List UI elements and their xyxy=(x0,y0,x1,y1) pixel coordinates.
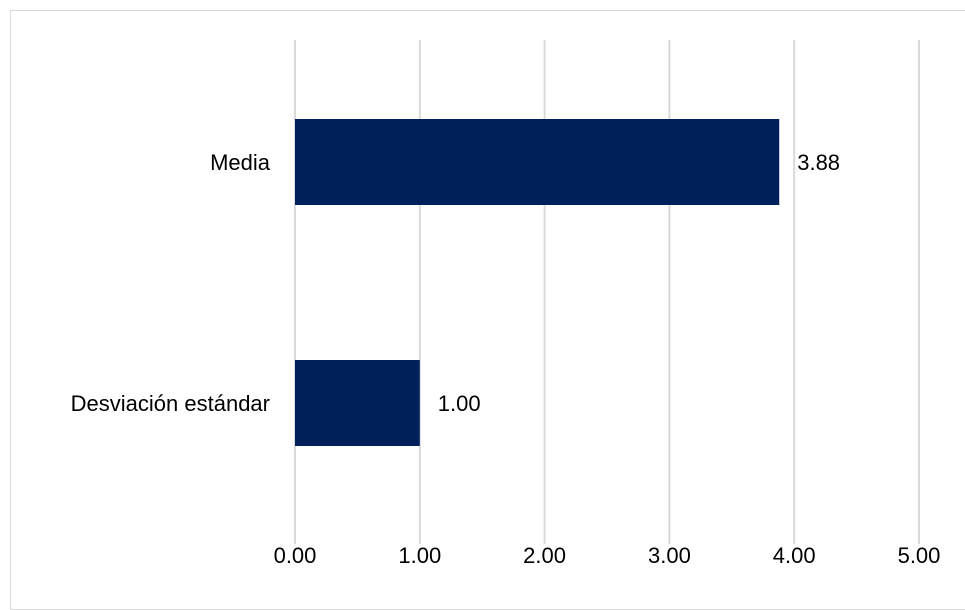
x-tick-label: 2.00 xyxy=(523,543,566,568)
value-label-desviacion-estandar: 1.00 xyxy=(438,391,481,416)
x-tick-label: 4.00 xyxy=(773,543,816,568)
category-label-media: Media xyxy=(210,150,271,175)
grid-lines xyxy=(294,40,920,544)
category-label-desviacion-estandar: Desviación estándar xyxy=(71,391,270,416)
chart-frame xyxy=(10,10,965,610)
category-labels: Media Desviación estándar xyxy=(71,150,271,416)
value-labels: 3.88 1.00 xyxy=(438,150,840,416)
value-label-media: 3.88 xyxy=(797,150,840,175)
bar-media xyxy=(295,119,780,205)
x-axis-tick-labels: 0.00 1.00 2.00 3.00 4.00 5.00 xyxy=(274,543,941,568)
x-tick-label: 0.00 xyxy=(274,543,317,568)
bar-desviacion-estandar xyxy=(295,360,420,446)
x-tick-label: 3.00 xyxy=(648,543,691,568)
bar-chart: Media Desviación estándar 3.88 1.00 0.00… xyxy=(71,40,941,568)
x-tick-label: 1.00 xyxy=(398,543,441,568)
x-tick-label: 5.00 xyxy=(898,543,941,568)
bars xyxy=(295,119,780,446)
